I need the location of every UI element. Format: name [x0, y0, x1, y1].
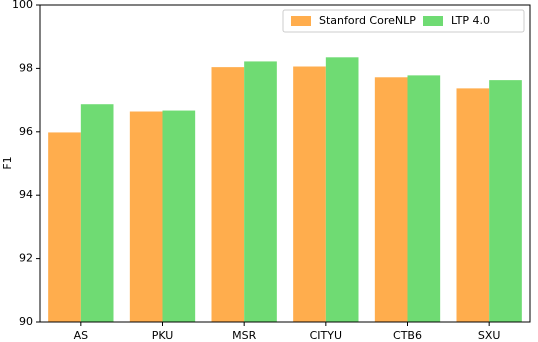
- bar: [162, 110, 196, 322]
- legend-swatch: [291, 16, 311, 26]
- bar: [456, 88, 490, 322]
- y-tick-label: 92: [19, 252, 33, 265]
- bar: [211, 67, 245, 323]
- x-tick-label: SXU: [478, 329, 501, 342]
- y-tick-label: 90: [19, 315, 33, 328]
- bar: [293, 66, 326, 322]
- x-tick-label: CITYU: [310, 329, 342, 342]
- y-tick-label: 94: [19, 188, 33, 201]
- bar: [244, 61, 277, 323]
- x-tick-label: CTB6: [393, 329, 422, 342]
- bar: [407, 75, 441, 323]
- y-tick-label: 100: [12, 0, 33, 11]
- x-tick-label: MSR: [232, 329, 256, 342]
- legend-box: [282, 9, 525, 33]
- legend-label: LTP 4.0: [451, 14, 490, 27]
- bar: [489, 80, 522, 322]
- y-axis-label: F1: [1, 156, 14, 169]
- x-tick-label: AS: [74, 329, 89, 342]
- bar: [129, 111, 163, 323]
- x-tick-label: PKU: [152, 329, 174, 342]
- plot-frame: [39, 4, 531, 323]
- y-tick-label: 96: [19, 125, 33, 138]
- legend-label: Stanford CoreNLP: [319, 14, 416, 27]
- bar: [325, 57, 359, 323]
- bar: [48, 132, 81, 322]
- y-tick-label: 98: [19, 61, 33, 74]
- bar: [80, 104, 114, 322]
- legend-swatch: [423, 16, 443, 26]
- bar: [374, 77, 408, 322]
